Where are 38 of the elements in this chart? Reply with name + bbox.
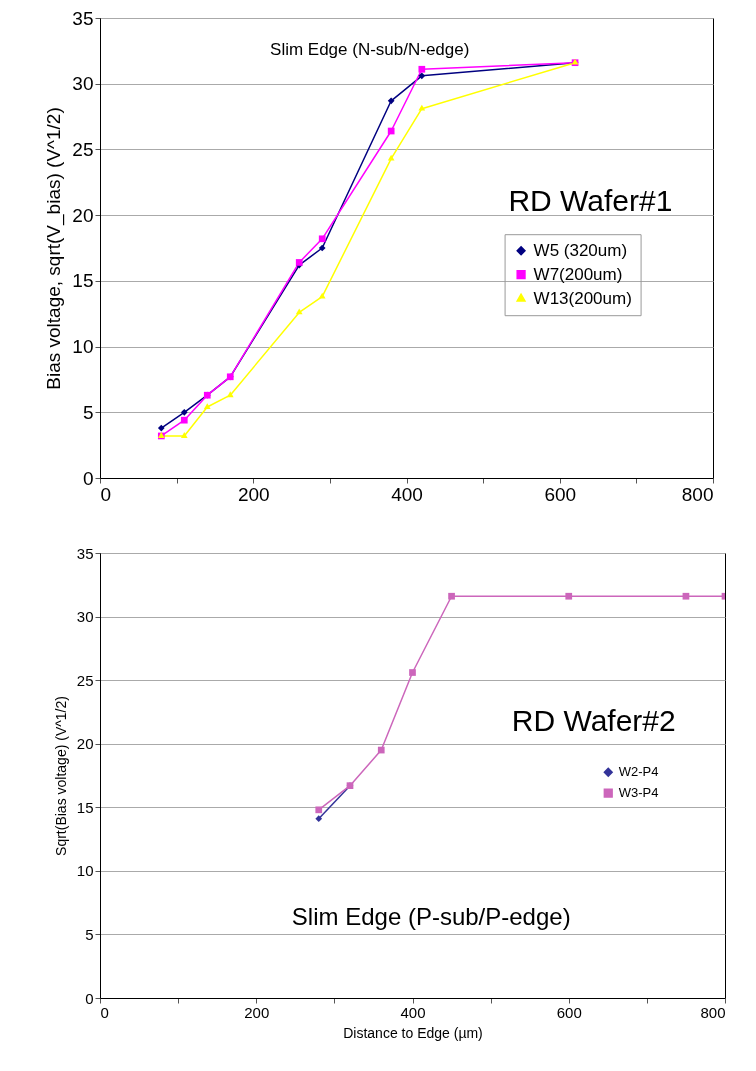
legend-label: W7(200um) [533,264,623,284]
y-tick-label: 15 [72,270,94,292]
annotation: Slim Edge (N-sub/N-edge) [270,40,470,60]
y-tick-label: 30 [72,73,94,95]
x-axis-title: Distance to Edge (µm) [343,1024,483,1041]
y-tick-label: 0 [82,467,94,489]
y-axis-title: Bias voltage, sqrt(V_bias) (V^1/2) [43,107,66,390]
y-tick-label: 30 [76,608,94,626]
y-tick-label: 35 [76,544,94,562]
y-axis-title: Sqrt(Bias voltage) (V^1/2) [52,696,69,856]
x-tick-label: 400 [400,1003,426,1021]
x-tick-label: 600 [544,483,577,505]
x-tick-label: 800 [700,1003,726,1021]
y-tick-label: 20 [76,735,94,753]
y-tick-label: 5 [82,401,94,423]
y-tick-label: 0 [85,989,94,1007]
legend-label: W5 (320um) [533,240,628,260]
legend-label: W2-P4 [618,764,659,780]
x-tick-label: 600 [556,1003,582,1021]
annotation: RD Wafer#2 [511,704,676,738]
x-tick-label: 200 [237,483,270,505]
y-tick-label: 20 [72,204,94,226]
legend-label: W13(200um) [533,288,632,308]
x-tick-label: 800 [681,483,714,505]
annotation: RD Wafer#1 [508,184,673,217]
y-tick-label: 15 [76,798,94,816]
x-tick-label: 200 [244,1003,270,1021]
y-tick-label: 10 [72,336,94,358]
legend-label: W3-P4 [618,785,659,801]
y-tick-label: 35 [72,7,94,29]
y-tick-label: 5 [85,925,94,943]
x-tick-label: 0 [100,1003,109,1021]
annotation: Slim Edge (P-sub/P-edge) [291,902,571,930]
y-tick-label: 10 [76,862,94,880]
x-tick-label: 400 [391,483,423,505]
y-tick-label: 25 [72,138,94,160]
x-tick-label: 0 [100,483,112,505]
y-tick-label: 25 [76,671,94,689]
